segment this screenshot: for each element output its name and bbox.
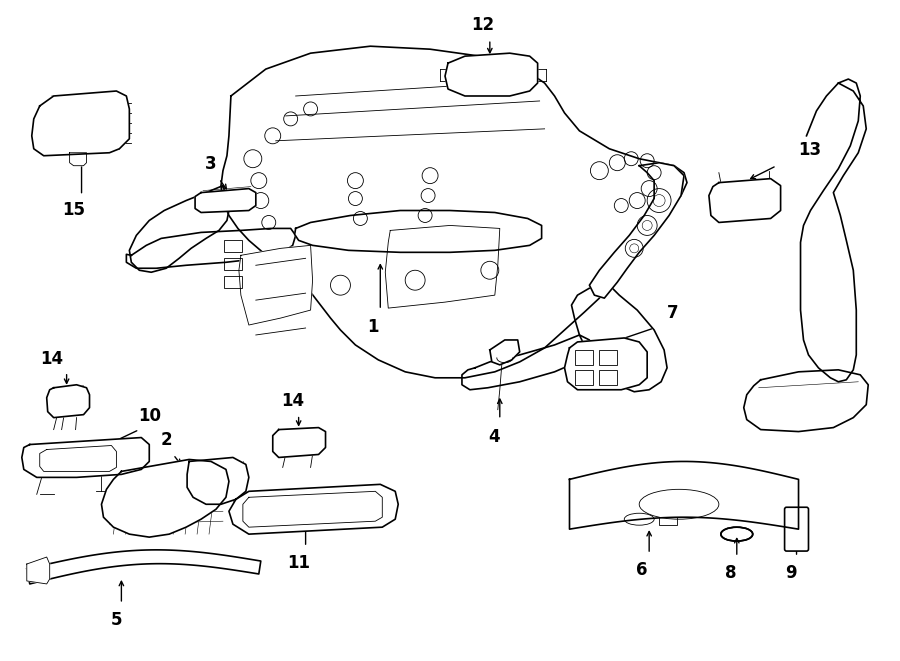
- Bar: [575, 350, 593, 365]
- Text: 8: 8: [725, 564, 736, 582]
- Text: 7: 7: [667, 304, 679, 322]
- Polygon shape: [27, 557, 50, 584]
- Text: 6: 6: [636, 561, 648, 579]
- Polygon shape: [709, 178, 780, 223]
- Bar: [575, 370, 593, 385]
- Polygon shape: [47, 385, 89, 418]
- Text: 11: 11: [287, 554, 310, 572]
- Text: 2: 2: [160, 432, 172, 449]
- Polygon shape: [27, 550, 261, 584]
- Bar: [224, 241, 242, 253]
- Polygon shape: [130, 186, 229, 272]
- Polygon shape: [273, 428, 326, 457]
- Polygon shape: [126, 229, 296, 268]
- Text: 4: 4: [488, 428, 500, 446]
- Text: 14: 14: [40, 350, 63, 368]
- FancyBboxPatch shape: [785, 507, 808, 551]
- Polygon shape: [40, 446, 116, 471]
- Text: 1: 1: [367, 318, 379, 336]
- Polygon shape: [743, 370, 868, 432]
- Text: 15: 15: [62, 200, 86, 219]
- Polygon shape: [572, 285, 667, 392]
- Polygon shape: [195, 188, 256, 212]
- Polygon shape: [590, 163, 684, 298]
- Polygon shape: [564, 338, 647, 390]
- Polygon shape: [229, 485, 398, 534]
- Polygon shape: [570, 461, 798, 529]
- Text: 9: 9: [785, 564, 796, 582]
- Text: 3: 3: [205, 155, 217, 173]
- Bar: [599, 350, 617, 365]
- Polygon shape: [719, 527, 755, 541]
- Bar: [599, 370, 617, 385]
- Bar: [224, 258, 242, 270]
- Polygon shape: [385, 225, 500, 308]
- Polygon shape: [243, 491, 382, 527]
- Bar: [659, 517, 677, 525]
- Polygon shape: [221, 46, 687, 378]
- Polygon shape: [462, 335, 590, 390]
- Polygon shape: [32, 91, 130, 156]
- Text: 13: 13: [798, 141, 822, 159]
- Polygon shape: [294, 210, 542, 253]
- Polygon shape: [238, 245, 312, 325]
- Text: 10: 10: [138, 407, 161, 424]
- Polygon shape: [490, 340, 519, 365]
- Polygon shape: [22, 438, 149, 477]
- Polygon shape: [102, 459, 229, 537]
- Polygon shape: [445, 53, 537, 96]
- Bar: [224, 276, 242, 288]
- Polygon shape: [187, 457, 248, 504]
- Text: 14: 14: [281, 392, 304, 410]
- Polygon shape: [69, 153, 86, 166]
- Text: 12: 12: [472, 17, 494, 34]
- Text: 5: 5: [111, 611, 122, 629]
